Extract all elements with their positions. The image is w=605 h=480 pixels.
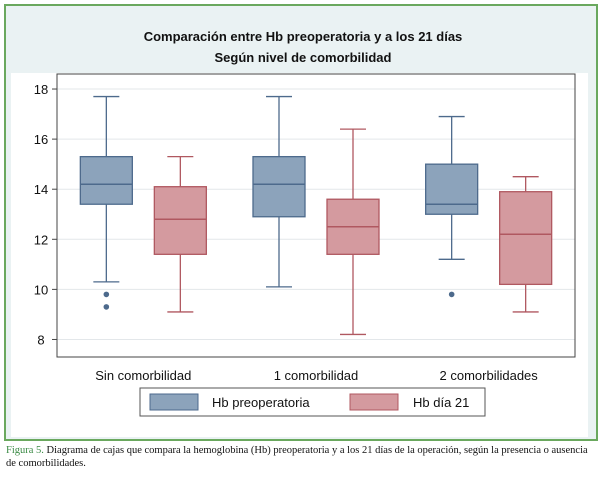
y-tick-label: 16 (34, 132, 48, 147)
legend-swatch-hb-dia-21 (349, 393, 399, 411)
y-tick-label: 12 (34, 232, 48, 247)
x-category-label: 1 comorbilidad (274, 368, 359, 383)
figure-caption: Figura 5. Diagrama de cajas que compara … (6, 444, 596, 470)
box-iqr (425, 163, 479, 215)
y-tick-label: 14 (34, 182, 48, 197)
legend-swatch-hb-preoperatoria (149, 393, 199, 411)
chart-title: Comparación entre Hb preoperatoria y a l… (144, 29, 463, 44)
y-tick-label: 8 (37, 332, 44, 347)
plot-region (11, 73, 588, 437)
box-plot-chart: Comparación entre Hb preoperatoria y a l… (11, 29, 588, 437)
box-1-0 (153, 155, 207, 313)
box-iqr (153, 186, 207, 255)
legend-label-hb-dia-21: Hb día 21 (413, 395, 469, 410)
box-1-2 (499, 176, 553, 313)
box-0-0 (79, 95, 133, 310)
outlier-point (103, 304, 110, 310)
caption-label: Figura 5. (6, 445, 44, 456)
x-category-label: 2 comorbilidades (440, 368, 539, 383)
x-category-label: Sin comorbilidad (95, 368, 191, 383)
y-tick-label: 18 (34, 82, 48, 97)
box-iqr (252, 155, 306, 218)
y-tick-label: 10 (34, 282, 48, 297)
box-iqr (499, 191, 553, 286)
grid-layer (57, 88, 575, 340)
chart-subtitle: Según nivel de comorbilidad (215, 50, 392, 65)
legend-label-hb-preoperatoria: Hb preoperatoria (212, 395, 310, 410)
box-layer (79, 95, 553, 336)
box-iqr (79, 155, 133, 205)
box-0-2 (425, 115, 479, 298)
box-0-1 (252, 95, 306, 288)
outlier-point (103, 291, 110, 298)
outlier-point (448, 291, 455, 298)
axis-layer: 8 10 12 14 16 18 Sin comorbilidad 1 comorbilida… (34, 73, 576, 383)
box-1-1 (326, 128, 380, 336)
caption-text: Diagrama de cajas que compara la hemoglo… (6, 445, 588, 469)
legend: Hb preoperatoria Hb día 21 (139, 387, 486, 417)
plot-border (56, 73, 576, 358)
